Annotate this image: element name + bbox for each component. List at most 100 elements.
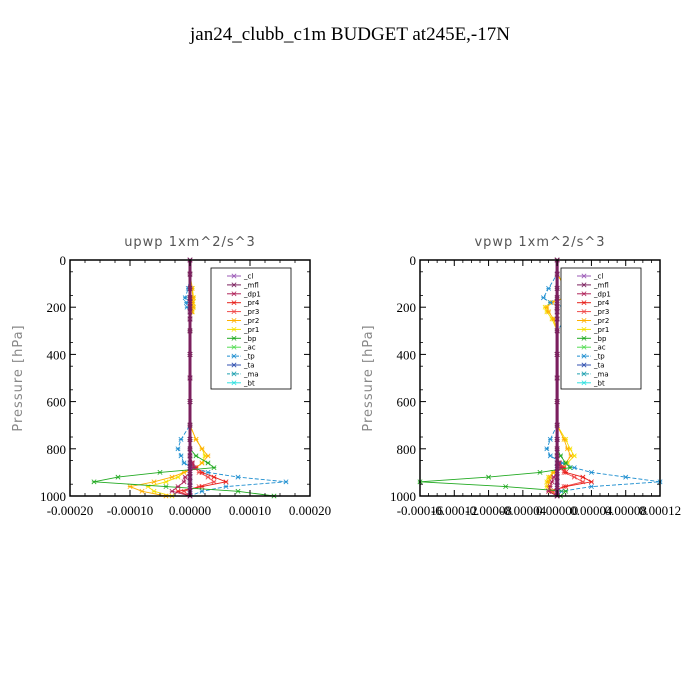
data-point <box>537 469 543 475</box>
data-point <box>554 375 560 381</box>
legend-swatch-marker <box>231 282 237 288</box>
legend-entry: _dp1 <box>227 290 261 298</box>
data-point <box>187 375 193 381</box>
legend-entry: _bt <box>577 379 605 387</box>
legend-label: _dp1 <box>243 290 261 298</box>
data-point <box>163 484 169 490</box>
data-point <box>181 469 187 475</box>
data-point <box>235 488 241 494</box>
data-point <box>175 484 181 490</box>
data-point <box>540 295 546 301</box>
y-tick-label: 400 <box>47 347 67 362</box>
data-point <box>187 271 193 277</box>
data-point <box>283 479 289 485</box>
legend-swatch-marker <box>231 362 237 368</box>
legend-swatch-marker <box>581 282 587 288</box>
legend-swatch-marker <box>581 291 587 297</box>
data-point <box>544 446 550 452</box>
data-point <box>561 436 567 442</box>
legend-label: _cl <box>593 273 603 281</box>
data-point <box>187 309 193 315</box>
x-tick-label: 0.00012 <box>639 503 681 518</box>
data-point <box>205 469 211 475</box>
legend-label: _ac <box>243 344 256 352</box>
data-point <box>554 295 560 301</box>
series-line <box>128 260 209 497</box>
data-point <box>193 453 199 459</box>
data-point <box>187 453 193 459</box>
data-point <box>588 469 594 475</box>
legend-entry: _cl <box>577 273 603 281</box>
y-tick-label: 400 <box>397 347 417 362</box>
legend-entry: _bt <box>227 379 255 387</box>
data-point <box>588 479 594 485</box>
data-point <box>554 453 560 459</box>
legend-label: _ta <box>593 362 605 370</box>
data-point <box>151 488 157 494</box>
legend-entry: _tp <box>577 353 605 361</box>
legend-entry: _ac <box>577 344 606 352</box>
y-tick-label: 0 <box>410 253 417 268</box>
legend-swatch-marker <box>231 309 237 315</box>
legend-entry: _pr1 <box>577 326 609 334</box>
legend-entry: _ma <box>227 370 259 378</box>
legend-entry: _mfl <box>227 281 259 289</box>
legend-label: _ma <box>593 370 609 378</box>
legend-swatch-marker <box>581 326 587 332</box>
x-tick-label: 0.00008 <box>605 503 647 518</box>
data-point <box>223 479 229 485</box>
y-tick-label: 0 <box>60 253 67 268</box>
series-pr1 <box>145 257 208 499</box>
data-point <box>554 399 560 405</box>
data-point <box>211 479 217 485</box>
legend-swatch-marker <box>231 353 237 359</box>
data-point <box>546 285 552 291</box>
data-point <box>554 271 560 277</box>
x-tick-label: -0.00008 <box>465 503 512 518</box>
data-point <box>547 436 553 442</box>
data-point <box>182 295 188 301</box>
y-tick-label: 1000 <box>40 489 66 504</box>
data-point <box>503 484 509 490</box>
data-point <box>547 484 553 490</box>
legend-label: _bt <box>243 379 255 387</box>
data-point <box>187 316 193 322</box>
series-mfl <box>187 257 193 499</box>
x-tick-label: 0.00000 <box>169 503 211 518</box>
data-point <box>554 484 560 490</box>
data-point <box>178 453 184 459</box>
data-point <box>623 474 629 480</box>
data-point <box>182 474 188 480</box>
data-point <box>554 299 560 305</box>
legend-swatch-marker <box>581 273 587 279</box>
data-point <box>187 469 193 475</box>
series-bp <box>417 257 573 499</box>
legend-swatch-marker <box>581 318 587 323</box>
legend-label: _pr3 <box>243 308 259 316</box>
legend-entry: _mfl <box>577 281 609 289</box>
data-point <box>169 474 175 480</box>
legend-entry: _cl <box>227 273 253 281</box>
x-tick-label: -0.00020 <box>47 503 94 518</box>
legend-entry: _pr1 <box>227 326 259 334</box>
data-point <box>187 465 193 471</box>
legend-entry: _pr4 <box>227 299 260 307</box>
data-point <box>127 484 133 490</box>
legend-label: _pr4 <box>593 299 610 307</box>
y-tick-label: 600 <box>397 395 417 410</box>
legend-label: _tp <box>243 353 255 361</box>
data-point <box>571 465 577 471</box>
data-point <box>181 460 187 466</box>
legend-box <box>210 267 292 390</box>
legend-entry: _pr3 <box>577 308 609 316</box>
data-point <box>554 351 560 357</box>
data-point <box>564 446 570 452</box>
data-point <box>554 474 560 480</box>
legend-label: _ac <box>593 344 606 352</box>
data-point <box>554 465 560 471</box>
data-point <box>486 474 492 480</box>
data-point <box>567 465 573 471</box>
legend-swatch-marker <box>581 309 587 315</box>
panel-title: upwp 1xm^2/s^3 <box>124 235 256 250</box>
data-point <box>223 484 229 490</box>
